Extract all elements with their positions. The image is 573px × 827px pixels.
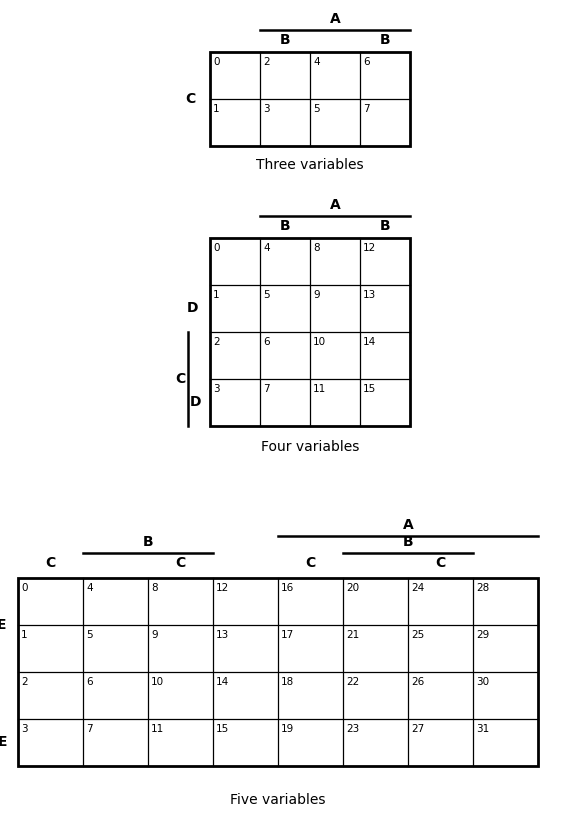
Text: 2: 2 <box>213 337 219 347</box>
Text: 6: 6 <box>86 677 93 687</box>
Text: 11: 11 <box>313 384 326 394</box>
Text: 13: 13 <box>216 630 229 640</box>
Text: 7: 7 <box>363 104 370 114</box>
Text: 16: 16 <box>281 583 295 593</box>
Text: 23: 23 <box>346 724 359 734</box>
Text: E: E <box>0 735 7 749</box>
Text: 1: 1 <box>213 104 219 114</box>
Text: 3: 3 <box>213 384 219 394</box>
Text: 26: 26 <box>411 677 424 687</box>
Text: 15: 15 <box>363 384 376 394</box>
Text: 2: 2 <box>263 57 270 67</box>
Text: 0: 0 <box>213 243 219 253</box>
Text: 6: 6 <box>363 57 370 67</box>
Text: Three variables: Three variables <box>256 158 364 172</box>
Text: 9: 9 <box>313 290 320 300</box>
Text: B: B <box>380 219 390 233</box>
Text: 17: 17 <box>281 630 295 640</box>
Text: B: B <box>143 535 154 549</box>
Text: 10: 10 <box>313 337 326 347</box>
Bar <box>18 578 538 766</box>
Text: 0: 0 <box>213 57 219 67</box>
Text: 21: 21 <box>346 630 359 640</box>
Text: 24: 24 <box>411 583 424 593</box>
Text: 1: 1 <box>213 290 219 300</box>
Text: B: B <box>280 33 291 47</box>
Text: 8: 8 <box>151 583 158 593</box>
Text: 12: 12 <box>216 583 229 593</box>
Text: 5: 5 <box>263 290 270 300</box>
Text: 5: 5 <box>313 104 320 114</box>
Text: C: C <box>45 556 56 570</box>
Bar <box>210 238 410 426</box>
Text: 25: 25 <box>411 630 424 640</box>
Text: 19: 19 <box>281 724 295 734</box>
Text: 1: 1 <box>21 630 28 640</box>
Text: B: B <box>380 33 390 47</box>
Text: 11: 11 <box>151 724 164 734</box>
Text: 13: 13 <box>363 290 376 300</box>
Text: 12: 12 <box>363 243 376 253</box>
Text: B: B <box>280 219 291 233</box>
Text: Four variables: Four variables <box>261 440 359 454</box>
Text: 7: 7 <box>86 724 93 734</box>
Text: C: C <box>175 556 186 570</box>
Text: 2: 2 <box>21 677 28 687</box>
Text: 3: 3 <box>21 724 28 734</box>
Text: 4: 4 <box>313 57 320 67</box>
Text: C: C <box>305 556 316 570</box>
Text: 4: 4 <box>263 243 270 253</box>
Text: D: D <box>186 302 198 315</box>
Text: C: C <box>185 92 195 106</box>
Text: 30: 30 <box>476 677 489 687</box>
Text: 0: 0 <box>21 583 28 593</box>
Text: 7: 7 <box>263 384 270 394</box>
Text: D: D <box>190 395 202 409</box>
Text: B: B <box>403 535 413 549</box>
Bar <box>210 52 410 146</box>
Text: 28: 28 <box>476 583 489 593</box>
Text: Five variables: Five variables <box>230 793 325 807</box>
Text: C: C <box>175 372 185 386</box>
Text: A: A <box>329 12 340 26</box>
Text: 14: 14 <box>363 337 376 347</box>
Text: 29: 29 <box>476 630 489 640</box>
Text: 27: 27 <box>411 724 424 734</box>
Text: 31: 31 <box>476 724 489 734</box>
Text: 22: 22 <box>346 677 359 687</box>
Text: 5: 5 <box>86 630 93 640</box>
Text: 14: 14 <box>216 677 229 687</box>
Text: 6: 6 <box>263 337 270 347</box>
Text: 8: 8 <box>313 243 320 253</box>
Text: 18: 18 <box>281 677 295 687</box>
Text: A: A <box>329 198 340 212</box>
Text: C: C <box>435 556 446 570</box>
Text: 15: 15 <box>216 724 229 734</box>
Text: 20: 20 <box>346 583 359 593</box>
Text: E: E <box>0 618 6 632</box>
Text: 9: 9 <box>151 630 158 640</box>
Text: 10: 10 <box>151 677 164 687</box>
Text: 3: 3 <box>263 104 270 114</box>
Text: A: A <box>403 518 413 532</box>
Text: 4: 4 <box>86 583 93 593</box>
